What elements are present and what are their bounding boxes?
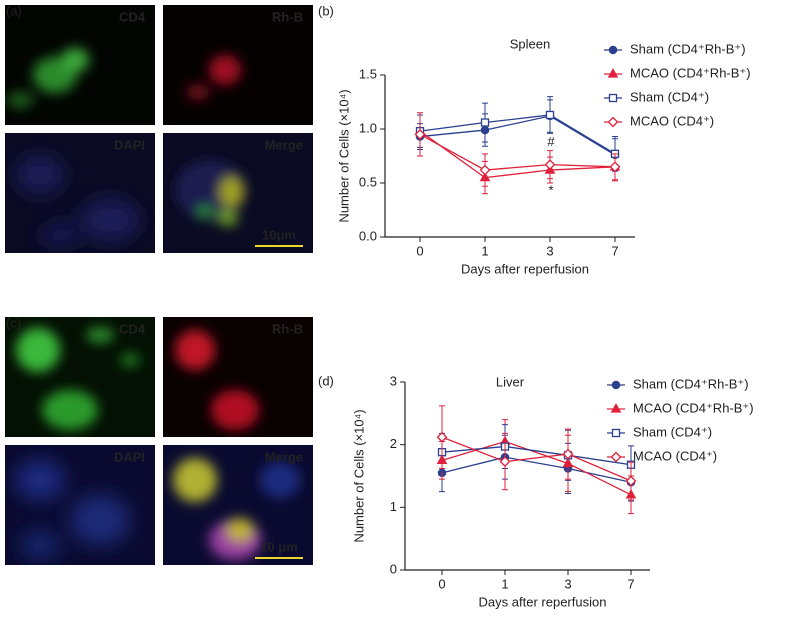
micrograph-group bbox=[5, 317, 313, 565]
marker bbox=[608, 45, 618, 55]
legend-label: Sham (CD4⁺Rh-B⁺) bbox=[633, 376, 749, 391]
channel-label: DAPI bbox=[114, 449, 145, 464]
x-tick-label: 0 bbox=[416, 243, 423, 258]
x-tick-label: 3 bbox=[564, 576, 571, 591]
marker bbox=[625, 475, 637, 487]
x-axis-label: Days after reperfusion bbox=[479, 594, 607, 609]
channel-label: CD4 bbox=[119, 9, 146, 24]
marker bbox=[436, 431, 448, 443]
series-line bbox=[441, 436, 632, 482]
y-tick-label: 2 bbox=[390, 436, 397, 451]
y-tick-label: 0.0 bbox=[359, 228, 377, 243]
legend-label: Sham (CD4⁺Rh-B⁺) bbox=[630, 41, 746, 56]
series-line bbox=[419, 115, 616, 156]
annotation: # bbox=[547, 134, 555, 149]
legend-label: MCAO (CD4⁺Rh-B⁺) bbox=[630, 65, 751, 80]
chart: Liver 0 1 2 3 0 1 3 7 Days after reperfusion Numbe… bbox=[351, 373, 753, 609]
marker bbox=[544, 159, 556, 171]
series-line bbox=[419, 130, 616, 179]
panel-label: (c) bbox=[6, 315, 21, 330]
legend-label: MCAO (CD4⁺Rh-B⁺) bbox=[633, 400, 754, 415]
chart: Spleen 0.0 0.5 1.0 1.5 0 1 3 7 Days after reperfu… bbox=[336, 36, 750, 276]
y-tick-label: 1.0 bbox=[359, 120, 377, 135]
panel-label: (b) bbox=[318, 3, 334, 18]
micrograph-group bbox=[5, 5, 313, 253]
marker bbox=[480, 118, 490, 127]
channel-label: Merge bbox=[265, 449, 303, 464]
channel-label: Rh-B bbox=[272, 9, 303, 24]
series-line bbox=[419, 114, 616, 155]
y-tick-label: 1.5 bbox=[359, 66, 377, 81]
x-tick-label: 0 bbox=[438, 576, 445, 591]
marker bbox=[414, 128, 426, 140]
legend-label: Sham (CD4⁺) bbox=[630, 89, 709, 104]
marker bbox=[608, 93, 618, 103]
x-tick-label: 7 bbox=[627, 576, 634, 591]
y-axis-label: Number of Cells (×10⁴) bbox=[336, 89, 351, 222]
chart-title: Spleen bbox=[510, 36, 550, 51]
x-tick-label: 1 bbox=[481, 243, 488, 258]
chart-title: Liver bbox=[496, 374, 525, 389]
marker bbox=[611, 428, 621, 438]
marker bbox=[609, 161, 621, 173]
annotation: * bbox=[548, 182, 553, 197]
legend-label: Sham (CD4⁺) bbox=[633, 424, 712, 439]
channel-label: Merge bbox=[265, 137, 303, 152]
series-line bbox=[441, 440, 632, 496]
series-line bbox=[441, 445, 632, 466]
marker bbox=[611, 380, 621, 390]
y-axis-label: Number of Cells (×10⁴) bbox=[351, 409, 366, 542]
legend-label: MCAO (CD4⁺) bbox=[633, 448, 717, 463]
marker bbox=[607, 68, 619, 78]
x-tick-label: 7 bbox=[611, 243, 618, 258]
x-axis-label: Days after reperfusion bbox=[461, 261, 589, 276]
x-tick-label: 1 bbox=[501, 576, 508, 591]
x-tick-label: 3 bbox=[546, 243, 553, 258]
marker bbox=[499, 456, 511, 468]
y-tick-label: 0.5 bbox=[359, 174, 377, 189]
panel-label: (d) bbox=[318, 373, 334, 388]
channel-label: DAPI bbox=[114, 137, 145, 152]
y-tick-label: 0 bbox=[390, 561, 397, 576]
marker bbox=[610, 403, 622, 413]
marker bbox=[562, 448, 574, 460]
channel-label: CD4 bbox=[119, 321, 146, 336]
marker bbox=[545, 110, 555, 120]
panel-label: (a) bbox=[6, 3, 22, 18]
y-tick-label: 1 bbox=[390, 499, 397, 514]
series-line bbox=[441, 456, 632, 483]
legend-label: MCAO (CD4⁺) bbox=[630, 113, 714, 128]
scale-bar-label: 10μm bbox=[262, 227, 296, 242]
marker bbox=[610, 451, 622, 463]
channel-label: Rh-B bbox=[272, 321, 303, 336]
series-line bbox=[419, 133, 616, 171]
y-tick-label: 3 bbox=[390, 373, 397, 388]
marker bbox=[479, 164, 491, 176]
scale-bar-label: 10 μm bbox=[260, 539, 298, 554]
marker bbox=[607, 116, 619, 128]
